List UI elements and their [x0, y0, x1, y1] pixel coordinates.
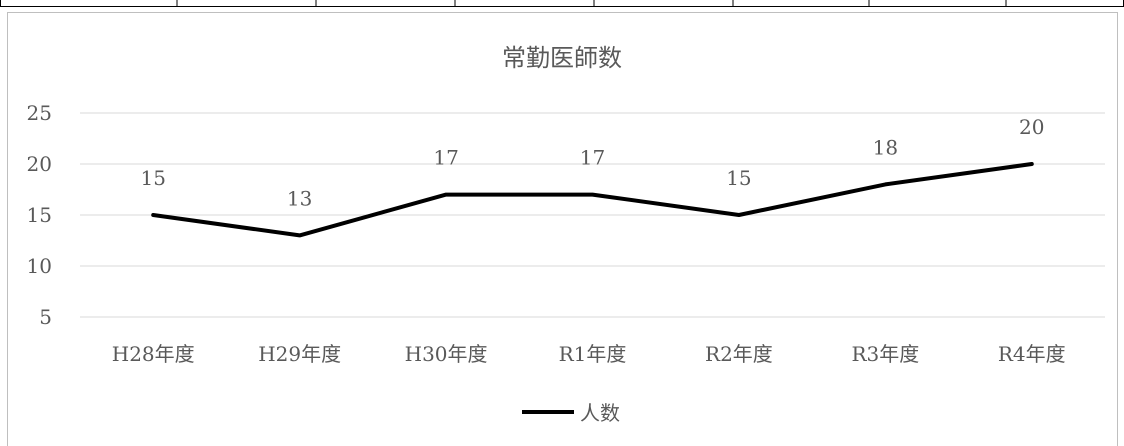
data-label: 17: [433, 146, 458, 170]
y-tick-label: 20: [27, 152, 52, 176]
legend-label: 人数: [580, 401, 620, 425]
x-tick-label: H29年度: [258, 342, 341, 366]
x-tick-label: H30年度: [405, 342, 488, 366]
legend: 人数: [522, 401, 620, 425]
series-line: [151, 162, 1034, 238]
data-label: 20: [1019, 115, 1044, 139]
y-tick-label: 15: [27, 203, 52, 227]
y-tick-label: 10: [27, 254, 52, 278]
data-label: 15: [726, 166, 751, 190]
y-tick-label: 5: [39, 305, 52, 329]
x-tick-label: R3年度: [851, 342, 919, 366]
chart-title: 常勤医師数: [502, 44, 622, 72]
x-tick-label: H28年度: [112, 342, 195, 366]
data-labels: 15 13 17 17 15 18 20: [140, 115, 1044, 210]
x-tick-label: R2年度: [705, 342, 773, 366]
table-strip: [0, 0, 1124, 7]
x-tick-label: R4年度: [998, 342, 1066, 366]
data-label: 18: [873, 135, 898, 159]
data-label: 17: [580, 146, 605, 170]
chart-border: [7, 12, 1118, 446]
data-label: 15: [140, 166, 165, 190]
gridlines: [80, 112, 1105, 318]
x-tick-label: R1年度: [559, 342, 627, 366]
y-tick-label: 25: [27, 101, 52, 125]
x-axis: H28年度 H29年度 H30年度 R1年度 R2年度 R3年度 R4年度: [112, 342, 1066, 366]
y-axis: 5 10 15 20 25: [27, 101, 52, 329]
series-group: [151, 162, 1034, 238]
chart: 常勤医師数 5 10 15 20 25 H28年度 H29年度 H30年度 R1年度 R2年度 R…: [7, 12, 1118, 446]
data-label: 13: [287, 186, 312, 210]
